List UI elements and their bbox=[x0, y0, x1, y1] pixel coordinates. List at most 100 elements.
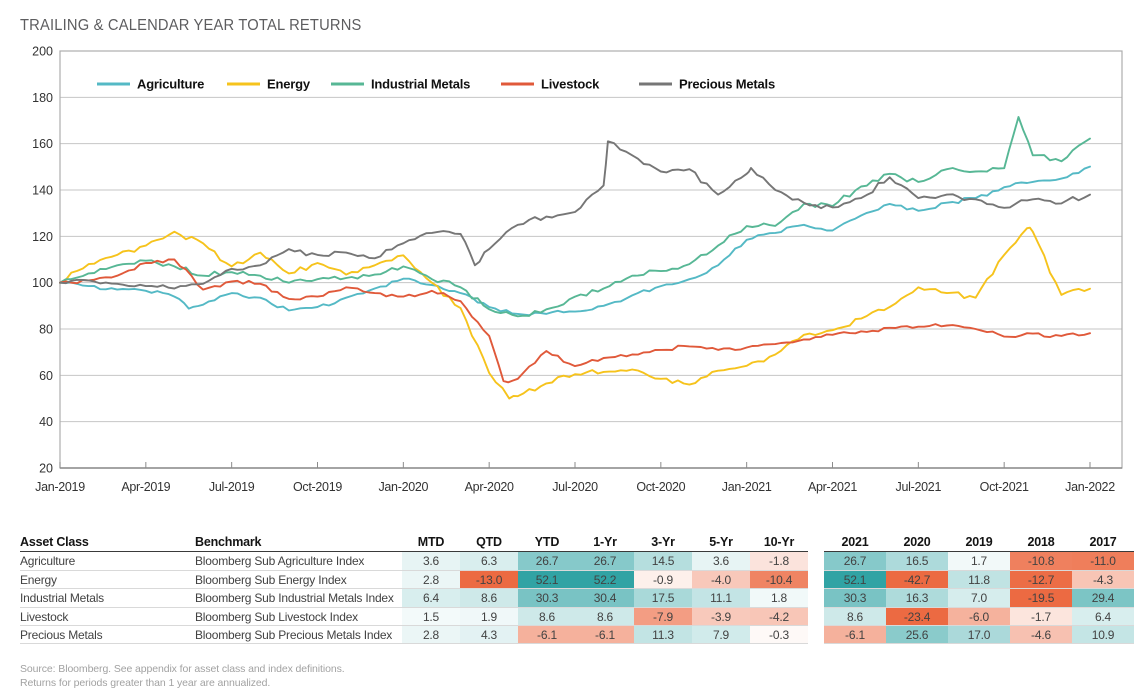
return-cell: 1.5 bbox=[402, 607, 460, 626]
column-header-5-yr: 5-Yr bbox=[692, 534, 750, 553]
return-cell: -6.1 bbox=[518, 625, 576, 645]
column-gap bbox=[808, 570, 824, 590]
series-line-agriculture bbox=[59, 165, 1091, 317]
calendar-return-cell: 10.9 bbox=[1072, 625, 1134, 645]
x-axis-label: Oct-2020 bbox=[636, 480, 685, 494]
column-header-benchmark: Benchmark bbox=[195, 534, 402, 553]
calendar-return-cell: 8.6 bbox=[824, 607, 886, 626]
calendar-return-cell: -4.3 bbox=[1072, 570, 1134, 590]
calendar-return-cell: 7.0 bbox=[948, 589, 1010, 608]
y-axis-label: 20 bbox=[39, 462, 53, 476]
return-cell: 52.1 bbox=[518, 570, 576, 590]
column-header-3-yr: 3-Yr bbox=[634, 534, 692, 553]
column-header-10-yr: 10-Yr bbox=[750, 534, 808, 553]
return-cell: 11.3 bbox=[634, 625, 692, 645]
return-cell: 1.8 bbox=[750, 589, 808, 608]
calendar-return-cell: -1.7 bbox=[1010, 607, 1072, 626]
column-header-2017: 2017 bbox=[1072, 534, 1134, 553]
y-axis-label: 100 bbox=[32, 276, 53, 290]
x-axis-label: Jan-2022 bbox=[1065, 480, 1115, 494]
return-cell: 6.3 bbox=[460, 552, 518, 571]
x-axis-label: Jan-2019 bbox=[35, 480, 85, 494]
legend-label: Agriculture bbox=[137, 77, 204, 92]
calendar-return-cell: 17.0 bbox=[948, 625, 1010, 645]
x-axis-label: Apr-2021 bbox=[808, 480, 857, 494]
return-cell: -0.3 bbox=[750, 625, 808, 645]
legend-label: Precious Metals bbox=[679, 77, 775, 92]
y-axis-label: 200 bbox=[32, 45, 53, 59]
calendar-return-cell: -10.8 bbox=[1010, 552, 1072, 571]
calendar-return-cell: -6.0 bbox=[948, 607, 1010, 626]
column-header-ytd: YTD bbox=[518, 534, 576, 553]
column-header-asset-class: Asset Class bbox=[20, 534, 195, 553]
calendar-return-cell: 30.3 bbox=[824, 589, 886, 608]
calendar-return-cell: 16.3 bbox=[886, 589, 948, 608]
return-cell: -3.9 bbox=[692, 607, 750, 626]
calendar-return-cell: 25.6 bbox=[886, 625, 948, 645]
calendar-return-cell: 6.4 bbox=[1072, 607, 1134, 626]
return-cell: 7.9 bbox=[692, 625, 750, 645]
return-cell: 2.8 bbox=[402, 570, 460, 590]
legend-label: Industrial Metals bbox=[371, 77, 470, 92]
benchmark-label: Bloomberg Sub Livestock Index bbox=[195, 608, 402, 626]
total-returns-line-chart: 20 40 60 80 100 120 140 160 180 200 Jan-2019 Apr-20… bbox=[32, 45, 1123, 494]
asset-class-label: Livestock bbox=[20, 608, 195, 626]
x-axis-label: Jul-2019 bbox=[209, 480, 255, 494]
x-axis-label: Apr-2019 bbox=[121, 480, 170, 494]
series-line-energy bbox=[59, 226, 1091, 400]
return-cell: 8.6 bbox=[518, 607, 576, 626]
asset-class-label: Agriculture bbox=[20, 552, 195, 571]
return-cell: 2.8 bbox=[402, 625, 460, 645]
series-line-industrial_metals bbox=[59, 116, 1091, 318]
return-cell: 52.2 bbox=[576, 570, 634, 590]
return-cell: 14.5 bbox=[634, 552, 692, 571]
series-line-precious_metals bbox=[59, 140, 1091, 290]
column-gap bbox=[808, 607, 824, 626]
legend-item-agriculture: Agriculture bbox=[97, 77, 204, 92]
column-gap bbox=[808, 534, 824, 553]
x-axis-label: Oct-2021 bbox=[980, 480, 1029, 494]
x-axis-label: Jan-2020 bbox=[378, 480, 428, 494]
y-axis-label: 160 bbox=[32, 137, 53, 151]
return-cell: 26.7 bbox=[576, 552, 634, 571]
column-gap bbox=[808, 552, 824, 571]
calendar-return-cell: -6.1 bbox=[824, 625, 886, 645]
return-cell: -7.9 bbox=[634, 607, 692, 626]
calendar-return-cell: -4.6 bbox=[1010, 625, 1072, 645]
calendar-return-cell: -42.7 bbox=[886, 570, 948, 590]
series-line-livestock bbox=[59, 258, 1091, 384]
return-cell: 3.6 bbox=[692, 552, 750, 571]
calendar-return-cell: 29.4 bbox=[1072, 589, 1134, 608]
benchmark-label: Bloomberg Sub Energy Index bbox=[195, 571, 402, 590]
footnotes: Source: Bloomberg. See appendix for asse… bbox=[20, 663, 345, 690]
asset-class-label: Precious Metals bbox=[20, 626, 195, 645]
benchmark-label: Bloomberg Sub Precious Metals Index bbox=[195, 626, 402, 645]
legend-item-precious_metals: Precious Metals bbox=[639, 77, 775, 92]
return-cell: 3.6 bbox=[402, 552, 460, 571]
return-cell: 17.5 bbox=[634, 589, 692, 608]
y-axis-label: 140 bbox=[32, 184, 53, 198]
calendar-return-cell: 1.7 bbox=[948, 552, 1010, 571]
x-axis-label: Jul-2020 bbox=[552, 480, 598, 494]
benchmark-label: Bloomberg Sub Industrial Metals Index bbox=[195, 589, 402, 608]
source-note: Source: Bloomberg. See appendix for asse… bbox=[20, 663, 345, 675]
legend-label: Energy bbox=[267, 77, 311, 92]
returns-table: Asset Class Benchmark MTD QTD YTD 1-Yr 3-Yr 5-Y… bbox=[20, 534, 1134, 645]
return-cell: 26.7 bbox=[518, 552, 576, 571]
benchmark-label: Bloomberg Sub Agriculture Index bbox=[195, 552, 402, 571]
column-gap bbox=[808, 589, 824, 608]
column-header-2019: 2019 bbox=[948, 534, 1010, 553]
column-header-1-yr: 1-Yr bbox=[576, 534, 634, 553]
x-axis-label: Jan-2021 bbox=[722, 480, 772, 494]
calendar-return-cell: -19.5 bbox=[1010, 589, 1072, 608]
return-cell: -13.0 bbox=[460, 570, 518, 590]
x-axis-label: Oct-2019 bbox=[293, 480, 342, 494]
return-cell: 8.6 bbox=[576, 607, 634, 626]
legend-item-industrial_metals: Industrial Metals bbox=[331, 77, 470, 92]
return-cell: -4.0 bbox=[692, 570, 750, 590]
y-axis-label: 120 bbox=[32, 230, 53, 244]
asset-class-label: Industrial Metals bbox=[20, 589, 195, 608]
return-cell: -1.8 bbox=[750, 552, 808, 571]
return-cell: -0.9 bbox=[634, 570, 692, 590]
